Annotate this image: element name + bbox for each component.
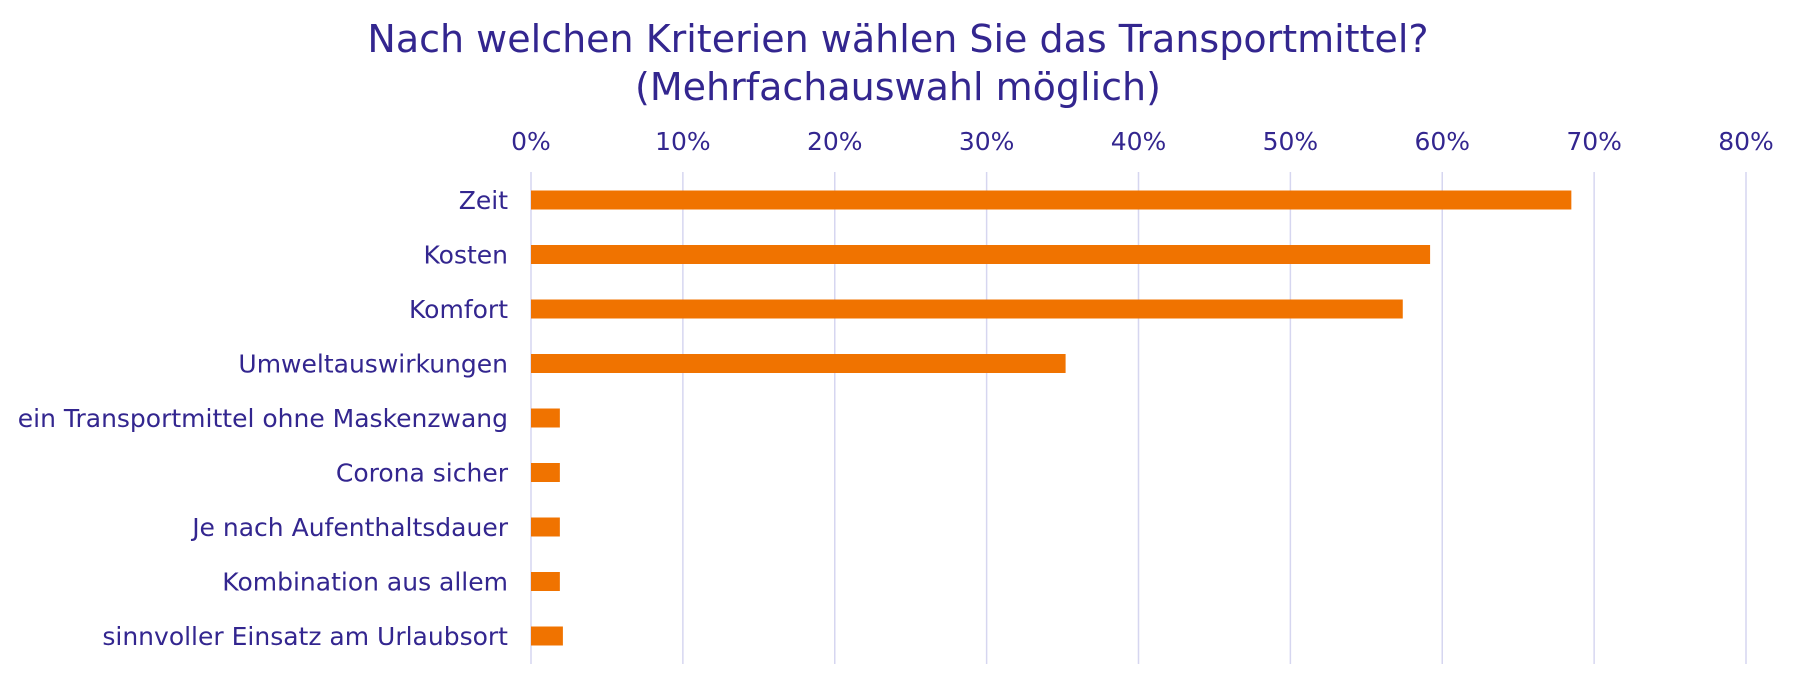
x-tick-label: 50%	[1263, 127, 1319, 156]
bar	[531, 517, 560, 537]
x-tick-label: 30%	[959, 127, 1015, 156]
bar	[531, 354, 1066, 373]
bars	[531, 190, 1572, 646]
chart-subtitle: (Mehrfachauswahl möglich)	[635, 65, 1161, 109]
bar	[531, 190, 1572, 210]
bar	[531, 245, 1431, 264]
category-label: Komfort	[409, 295, 508, 324]
bar	[531, 572, 560, 591]
chart-title: Nach welchen Kriterien wählen Sie das Tr…	[367, 17, 1428, 61]
x-tick-label: 60%	[1414, 127, 1470, 156]
bar	[531, 408, 560, 428]
x-tick-label: 10%	[655, 127, 711, 156]
category-label: Umweltauswirkungen	[238, 350, 508, 379]
category-label: sinnvoller Einsatz am Urlaubsort	[102, 622, 508, 651]
x-tick-label: 20%	[807, 127, 863, 156]
x-tick-label: 0%	[511, 127, 551, 156]
x-axis-ticks: 0% 10% 20% 30% 40% 50% 60% 70% 80%	[511, 127, 1774, 156]
bar	[531, 463, 560, 482]
category-label: ein Transportmittel ohne Maskenzwang	[18, 404, 508, 433]
category-label: Kombination aus allem	[222, 568, 508, 597]
category-label: Zeit	[459, 186, 508, 215]
category-label: Corona sicher	[336, 459, 509, 488]
category-labels: Zeit Kosten Komfort Umweltauswirkungen ein T…	[18, 186, 509, 651]
bar	[531, 299, 1403, 319]
category-label: Je nach Aufenthaltsdauer	[190, 513, 509, 542]
x-tick-label: 70%	[1566, 127, 1622, 156]
category-label: Kosten	[424, 241, 509, 270]
x-tick-label: 80%	[1718, 127, 1774, 156]
x-tick-label: 40%	[1111, 127, 1167, 156]
bar	[531, 626, 563, 646]
